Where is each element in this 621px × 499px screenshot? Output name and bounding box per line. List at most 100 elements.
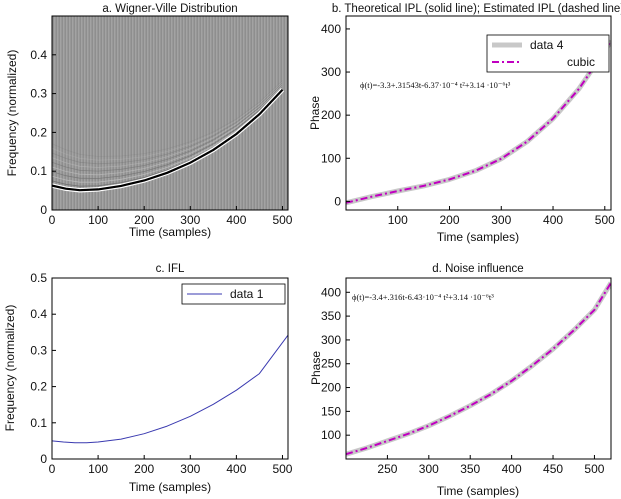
panel-b-legend: data 4 cubic bbox=[486, 34, 610, 73]
panel-c-xtick-label: 200 bbox=[134, 462, 154, 476]
panel-a-ytick-label: 0.2 bbox=[30, 125, 47, 139]
panel-a-fringe-line bbox=[52, 81, 283, 161]
panel-c-ytick-label: 0.5 bbox=[30, 271, 47, 285]
panel-d-ylabel: Phase bbox=[309, 351, 323, 385]
panel-d-xtick-label: 450 bbox=[543, 462, 563, 476]
panel-b-xtick-label: 300 bbox=[491, 213, 511, 227]
panel-d-xtick-label: 250 bbox=[377, 462, 397, 476]
panel-a-ytick-label: 0.1 bbox=[30, 164, 47, 178]
panel-c-title: c. IFL bbox=[156, 263, 185, 275]
panel-b-x-ticks: 100 200 300 400 500 bbox=[388, 206, 615, 227]
panel-c-legend: data 1 bbox=[181, 283, 286, 305]
panel-b-title: b. Theoretical IPL (solid line); Estimat… bbox=[332, 3, 621, 15]
panel-d: d. Noise influence ϕ(t)=-3.4+.316t-6.43·… bbox=[309, 263, 612, 498]
panel-a-ylabel: Frequency (normalized) bbox=[5, 50, 19, 177]
panel-c-xlabel: Time (samples) bbox=[129, 480, 211, 494]
panel-d-ytick-label: 200 bbox=[321, 381, 341, 395]
panel-d-ytick-label: 150 bbox=[321, 404, 341, 418]
panel-b-series-group bbox=[346, 39, 611, 206]
panel-b-ytick-label: 0 bbox=[334, 194, 341, 208]
panel-c-y-ticks: 0 0.1 0.2 0.3 0.4 0.5 bbox=[30, 271, 56, 466]
panel-d-series-group bbox=[346, 281, 611, 457]
panel-d-xtick-label: 500 bbox=[584, 462, 604, 476]
panel-c-ylabel: Frequency (normalized) bbox=[3, 305, 17, 432]
panel-b-y-ticks: 0 100 200 300 400 bbox=[321, 22, 350, 208]
panel-a-xtick-label: 200 bbox=[134, 213, 154, 227]
panel-a-fringe-line bbox=[52, 80, 283, 157]
panel-c-legend-label-data1: data 1 bbox=[230, 287, 264, 301]
panel-c-legend-box bbox=[181, 283, 286, 305]
panel-a-xlabel: Time (samples) bbox=[129, 225, 211, 239]
panel-a-ytick-label: 0 bbox=[40, 203, 47, 217]
panel-a-xtick-label: 300 bbox=[180, 213, 200, 227]
panel-d-xtick-label: 400 bbox=[502, 462, 522, 476]
panel-a-xtick-label: 500 bbox=[272, 213, 292, 227]
panel-d-ytick-label: 350 bbox=[321, 309, 341, 323]
panel-b-xtick-label: 500 bbox=[595, 213, 615, 227]
panel-a-x-ticks: 0 100 200 300 400 500 bbox=[49, 206, 293, 227]
panel-b-series-cubic-line bbox=[346, 40, 611, 204]
panel-d-ytick-label: 300 bbox=[321, 333, 341, 347]
panel-c-xtick-label: 300 bbox=[180, 462, 200, 476]
panel-b-ytick-label: 300 bbox=[321, 65, 341, 79]
panel-d-ytick-label: 250 bbox=[321, 357, 341, 371]
panel-b-ytick-label: 100 bbox=[321, 151, 341, 165]
panel-c-xtick-label: 0 bbox=[49, 462, 56, 476]
panel-b-axes-box bbox=[345, 15, 612, 211]
panel-c-ytick-label: 0.3 bbox=[30, 343, 47, 357]
panel-b: b. Theoretical IPL (solid line); Estimat… bbox=[308, 3, 621, 244]
panel-b-xtick-label: 400 bbox=[543, 213, 563, 227]
panel-c-ytick-label: 0 bbox=[40, 452, 47, 466]
panel-d-title: d. Noise influence bbox=[432, 263, 523, 275]
panel-a-ridge-group bbox=[52, 80, 285, 193]
panel-b-ylabel: Phase bbox=[308, 96, 322, 130]
panel-a-fringe-line bbox=[52, 85, 283, 176]
panel-b-equation: ϕ(t)=-3.3+.31543t-6.37·10⁻⁴ t²+3.14 ·10⁻… bbox=[360, 80, 511, 90]
panel-a-title: a. Wigner-Ville Distribution bbox=[102, 3, 237, 15]
panel-b-legend-label-cubic: cubic bbox=[567, 55, 595, 69]
panel-d-series-estimated-line bbox=[346, 282, 611, 456]
panel-d-y-ticks: 100 150 200 250 300 350 400 bbox=[321, 285, 350, 442]
panel-c-xtick-label: 100 bbox=[88, 462, 108, 476]
panel-d-ytick-label: 100 bbox=[321, 428, 341, 442]
panel-a-fringe-line bbox=[52, 83, 283, 168]
panel-c-ytick-label: 0.1 bbox=[30, 416, 47, 430]
panel-a-xtick-label: 0 bbox=[49, 213, 56, 227]
panel-c-xtick-label: 500 bbox=[272, 462, 292, 476]
panel-a-ytick-label: 0.3 bbox=[30, 87, 47, 101]
panel-c-series-group bbox=[52, 334, 288, 444]
panel-a-fringe-line bbox=[52, 84, 283, 172]
panel-d-axes-box bbox=[345, 277, 612, 460]
panel-b-xtick-label: 100 bbox=[388, 213, 408, 227]
panel-a-heatmap bbox=[52, 16, 288, 210]
panel-b-legend-box bbox=[486, 34, 610, 73]
panel-c-ytick-label: 0.2 bbox=[30, 380, 47, 394]
panel-a-fringe-line bbox=[52, 86, 283, 179]
panel-b-xtick-label: 200 bbox=[440, 213, 460, 227]
panel-a-fringe-line bbox=[52, 82, 283, 165]
panel-b-ytick-label: 200 bbox=[321, 108, 341, 122]
panel-d-xtick-label: 350 bbox=[460, 462, 480, 476]
panel-d-x-ticks: 250 300 350 400 450 500 bbox=[377, 455, 605, 476]
panel-c-x-ticks: 0 100 200 300 400 500 bbox=[49, 455, 293, 476]
panel-a-ridge-line bbox=[52, 88, 284, 192]
panel-c-series-data-1-line bbox=[52, 334, 288, 444]
panel-a: a. Wigner-Ville Distribution 0 100 200 300 4… bbox=[5, 3, 293, 239]
panel-c-ytick-label: 0.4 bbox=[30, 307, 47, 321]
panel-a-xtick-label: 400 bbox=[226, 213, 246, 227]
panel-a-fringe-line bbox=[52, 87, 283, 183]
panel-d-ytick-label: 400 bbox=[321, 285, 341, 299]
panel-c-axes-box bbox=[51, 277, 289, 460]
panel-d-axes-bg bbox=[346, 278, 611, 459]
panel-c-xtick-label: 400 bbox=[226, 462, 246, 476]
panel-d-equation: ϕ(t)=-3.4+.316t-6.43·10⁻⁴ t²+3.14 ·10⁻⁶t… bbox=[352, 292, 494, 302]
panel-a-ytick-label: 0.4 bbox=[30, 48, 47, 62]
panel-a-axes-box bbox=[51, 15, 289, 211]
panel-c-axes-bg bbox=[52, 278, 288, 459]
panel-a-y-ticks: 0 0.1 0.2 0.3 0.4 bbox=[30, 48, 56, 217]
panel-c: c. IFL data 1 0 100 200 300 400 500 0 0.1 0.2 0.… bbox=[3, 263, 293, 494]
panel-b-ytick-label: 400 bbox=[321, 22, 341, 36]
panel-a-xtick-label: 100 bbox=[88, 213, 108, 227]
panel-d-xtick-label: 300 bbox=[419, 462, 439, 476]
panel-d-xlabel: Time (samples) bbox=[437, 484, 519, 498]
